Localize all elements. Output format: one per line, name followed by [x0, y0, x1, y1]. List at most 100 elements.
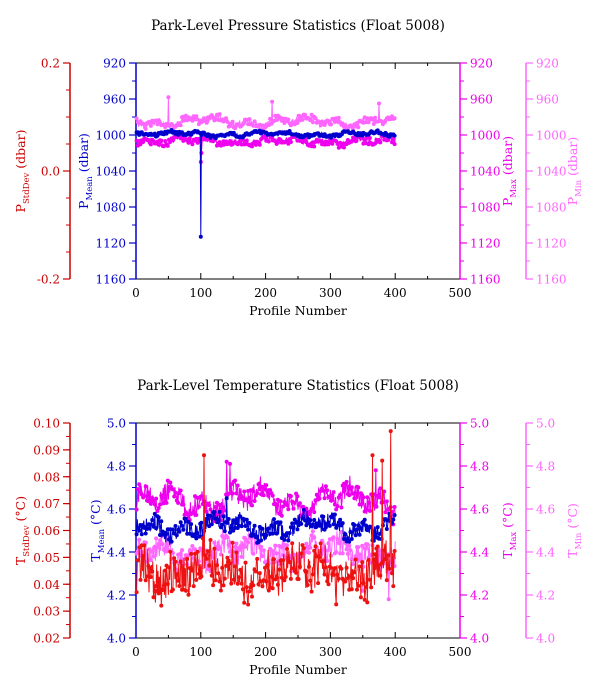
data-point [312, 144, 317, 149]
data-point [145, 574, 149, 579]
data-point [392, 505, 397, 509]
y-axis-label-unit: (°C) [13, 496, 28, 526]
data-point [183, 516, 188, 521]
data-point [330, 141, 335, 146]
data-point [321, 514, 326, 519]
data-point [313, 116, 318, 121]
data-point [273, 543, 278, 548]
data-point [310, 120, 315, 125]
data-point [317, 555, 322, 560]
data-point [163, 139, 168, 143]
y-axis-mean: 4.0 4.2 4.4 4.6 4.8 5.0 TMean (°C) [88, 417, 137, 646]
data-point [199, 494, 204, 499]
data-point [270, 586, 275, 591]
data-point [353, 491, 358, 496]
data-point [294, 520, 299, 525]
data-point [312, 535, 317, 540]
data-point [290, 541, 295, 546]
data-point [216, 518, 221, 522]
data-point [308, 578, 313, 583]
data-point [207, 503, 212, 507]
data-point [218, 552, 223, 557]
data-point [353, 139, 358, 144]
x-tick-label: 100 [189, 645, 212, 659]
y-tick-label: 1160 [470, 273, 501, 287]
data-point [290, 521, 295, 526]
data-point [349, 587, 354, 592]
data-point [253, 569, 258, 574]
data-point [230, 528, 235, 533]
data-point [295, 121, 300, 125]
data-point [164, 532, 169, 536]
data-point [150, 569, 155, 574]
data-point [291, 506, 296, 511]
data-point [392, 116, 397, 121]
data-point [264, 579, 269, 584]
data-point [338, 517, 343, 522]
y-axis-label-main: P [13, 204, 28, 212]
data-point [226, 491, 231, 496]
data-point [242, 489, 247, 494]
data-point [313, 525, 318, 530]
data-point [382, 489, 387, 494]
y-tick-label: 0.05 [33, 551, 60, 565]
data-point [357, 564, 362, 569]
data-point [225, 119, 230, 124]
data-point [364, 585, 368, 589]
data-point [291, 525, 296, 530]
data-point [173, 524, 178, 528]
data-point [356, 545, 361, 550]
data-point [332, 512, 337, 517]
y-axis-label: PMin (dbar) [565, 137, 584, 206]
data-point [150, 549, 155, 554]
data-point [172, 556, 177, 561]
y-axis-label-sub: Min [574, 179, 584, 196]
data-point [233, 478, 238, 483]
data-point [331, 522, 336, 527]
data-point [362, 546, 367, 551]
data-point [312, 548, 317, 553]
data-point [384, 527, 389, 531]
data-point [208, 538, 213, 542]
data-point [244, 585, 249, 590]
y-axis-label-main: T [13, 556, 28, 565]
data-point [220, 565, 225, 570]
data-point [151, 554, 156, 559]
data-point [361, 581, 366, 586]
data-point [268, 116, 273, 121]
y-axis-label: PMean (dbar) [76, 133, 95, 209]
y-tick-label: 1160 [536, 273, 567, 287]
y-tick-label: 0.10 [33, 417, 60, 431]
data-point [251, 551, 256, 556]
data-point [305, 521, 310, 526]
data-point [135, 558, 140, 563]
data-point [212, 540, 217, 545]
data-point [255, 556, 260, 561]
data-point [141, 140, 146, 144]
data-point [194, 577, 199, 582]
data-point [151, 499, 156, 503]
x-tick-label: 500 [449, 286, 472, 300]
data-point [294, 570, 299, 575]
data-point [230, 491, 235, 496]
data-point [300, 504, 305, 509]
x-tick-label: 200 [254, 286, 277, 300]
x-tick-label: 400 [384, 645, 407, 659]
y-axis-label-unit: (°C) [500, 502, 515, 532]
data-point [213, 505, 218, 509]
data-point [364, 507, 368, 512]
data-point [195, 549, 200, 554]
data-point [352, 570, 357, 575]
data-point [222, 529, 227, 534]
data-point [204, 120, 209, 125]
data-point [170, 587, 175, 592]
data-point [391, 584, 396, 589]
data-point [322, 123, 327, 127]
data-point [196, 504, 201, 509]
data-point [244, 517, 249, 522]
data-point [178, 559, 183, 564]
y-axis-label-unit: (dbar) [565, 137, 580, 180]
data-point [285, 543, 289, 548]
data-point [196, 534, 201, 539]
data-point [355, 120, 359, 125]
